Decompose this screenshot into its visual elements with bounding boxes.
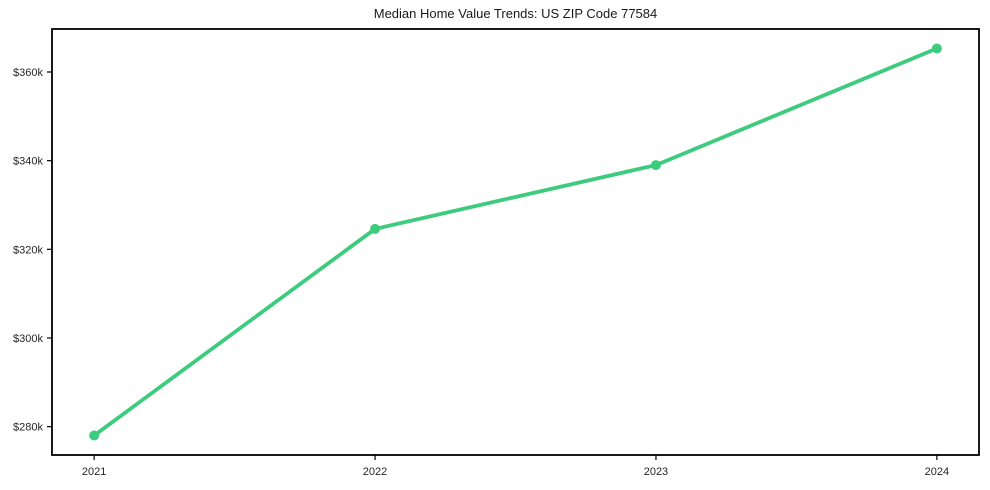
y-tick-label: $280k — [13, 422, 43, 434]
x-tick-label: 2023 — [644, 466, 668, 478]
plot-border — [51, 28, 980, 456]
chart-title: Median Home Value Trends: US ZIP Code 77… — [373, 6, 658, 21]
y-tick-label: $340k — [13, 156, 43, 168]
x-tick-label: 2024 — [925, 466, 949, 478]
trend-line — [92, 46, 939, 438]
data-point-marker — [370, 223, 381, 234]
y-tick-label: $320k — [13, 244, 43, 256]
data-point-marker — [89, 430, 100, 441]
x-tick-label: 2021 — [82, 466, 106, 478]
plot-background — [52, 29, 979, 455]
data-point-marker — [931, 43, 942, 54]
data-point-marker — [650, 160, 661, 171]
y-tick-label: $360k — [13, 67, 43, 79]
x-tick-label: 2022 — [363, 466, 387, 478]
y-tick-label: $300k — [13, 333, 43, 345]
